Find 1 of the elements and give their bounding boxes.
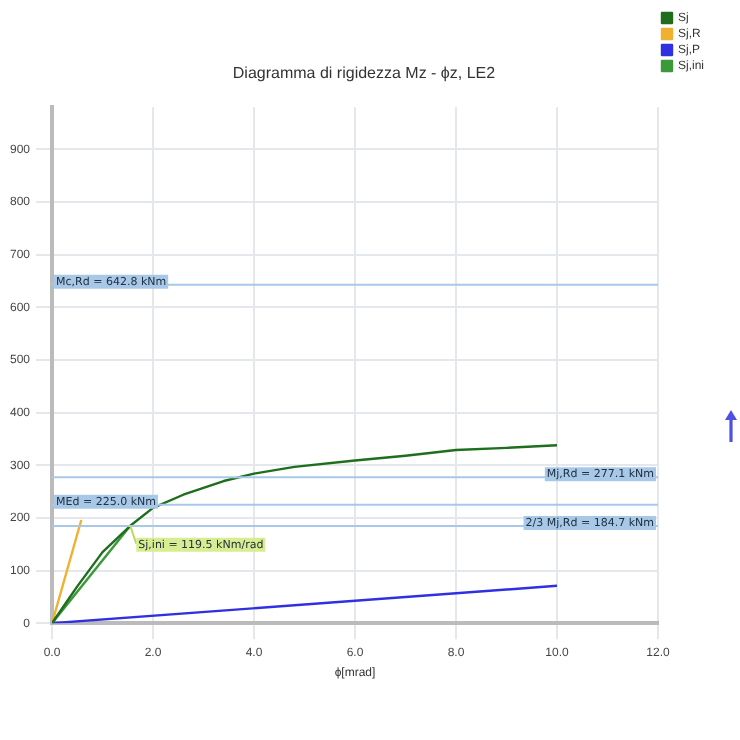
- chart-title: Diagramma di rigidezza Mz - ϕz, LE2: [232, 64, 497, 83]
